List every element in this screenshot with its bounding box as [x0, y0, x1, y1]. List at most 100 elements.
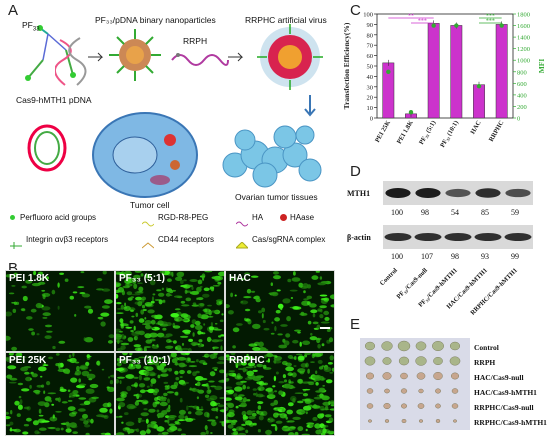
cell-spot: [178, 271, 185, 276]
cell-spot: [202, 308, 211, 313]
cell-spot: [154, 397, 159, 402]
rrph-label: RRPH: [183, 36, 208, 46]
cell-spot: [42, 316, 48, 319]
tumor-group-labels: Control RRPH HAC/Cas9-null HAC/Cas9-hMTH1 RR…: [474, 340, 550, 430]
blot-band: [474, 233, 502, 241]
cell-spot: [167, 415, 177, 418]
blot-band: [384, 233, 412, 241]
cell-spot: [126, 428, 135, 434]
cell-spot: [186, 405, 189, 411]
cell-spot: [125, 283, 133, 287]
cell-spot: [315, 429, 322, 435]
cell-spot: [197, 279, 203, 285]
y-tick-label: 90: [367, 22, 374, 29]
arrow-icon: [304, 95, 316, 117]
cell-spot: [196, 286, 202, 293]
cell-spot: [84, 305, 92, 309]
cell-spot: [210, 432, 213, 434]
cell-spot: [100, 432, 107, 435]
cell-spot: [83, 400, 91, 405]
cell-spot: [44, 335, 52, 339]
cell-spot: [84, 424, 91, 428]
cell-spot: [251, 290, 256, 293]
cell-spot: [289, 289, 298, 292]
cell-spot: [104, 299, 113, 304]
cell-spot: [208, 380, 215, 383]
bar: [473, 84, 485, 119]
cell-spot: [107, 340, 113, 344]
cell-spot: [274, 425, 278, 432]
cell-spot: [163, 392, 168, 397]
cell-spot: [293, 365, 297, 367]
cell-spot: [144, 320, 152, 325]
cell-spot: [216, 402, 221, 405]
cell-spot: [70, 377, 78, 383]
cell-spot: [270, 282, 273, 286]
cell-spot: [143, 347, 147, 351]
cell-spot: [78, 383, 87, 386]
cell-spot: [126, 403, 136, 410]
cell-spot: [16, 413, 21, 417]
cell-spot: [91, 396, 99, 399]
cell-spot: [185, 297, 192, 302]
cell-spot: [214, 385, 223, 391]
cell-spot: [69, 357, 77, 364]
cell-spot: [177, 419, 186, 422]
cell-spot: [186, 290, 192, 293]
cell-spot: [226, 354, 230, 358]
cell-spot: [275, 309, 281, 314]
cell-spot: [166, 278, 172, 282]
y2-tick-label: 1400: [517, 35, 530, 42]
cell-spot: [257, 429, 261, 433]
cell-spot: [166, 339, 172, 343]
cell-spot: [244, 317, 247, 321]
blot-band: [445, 188, 471, 198]
cell-spot: [117, 287, 124, 293]
cell-spot: [285, 366, 294, 372]
tumor-sample: [384, 419, 390, 423]
cell-spot: [185, 417, 194, 422]
micrograph: PEI 25K: [5, 352, 115, 436]
cell-spot: [89, 369, 92, 372]
cell-spot: [312, 375, 320, 379]
cell-spot: [172, 325, 181, 329]
cell-spot: [261, 307, 266, 313]
cell-spot: [226, 378, 230, 381]
cell-spot: [57, 282, 60, 288]
cell-spot: [219, 301, 223, 305]
rrph-wave-graphic: [171, 53, 229, 66]
cell-spot: [307, 381, 315, 384]
cell-spot: [159, 401, 168, 407]
cell-spot: [187, 357, 191, 362]
cell-spot: [168, 423, 176, 427]
cell-spot: [285, 362, 292, 367]
cell-spot: [263, 327, 270, 331]
cell-spot: [156, 365, 164, 371]
micrograph: PF₃₃ (5:1): [115, 270, 225, 352]
cell-spot: [202, 362, 208, 365]
cell-spot: [214, 322, 218, 325]
cell-spot: [133, 376, 139, 379]
cell-spot: [251, 410, 256, 413]
cell-spot: [289, 426, 296, 429]
cell-spot: [304, 399, 312, 404]
cell-spot: [200, 314, 209, 320]
panel-d-western-blot: MTH1 β-actin 100 98 54 85 59 100 107 98 93 99 Co…: [345, 175, 550, 317]
cell-spot: [104, 432, 111, 435]
mfi-point: [408, 110, 414, 115]
cell-spot: [133, 283, 138, 289]
cell-spot: [119, 331, 123, 333]
cell-spot: [116, 432, 125, 435]
cell-spot: [46, 276, 49, 280]
cell-spot: [178, 409, 186, 415]
cell-spot: [188, 365, 198, 368]
cell-spot: [247, 362, 256, 367]
cell-spot: [291, 372, 297, 378]
cell-spot: [270, 332, 275, 335]
cell-spot: [251, 412, 257, 417]
cell-spot: [209, 286, 215, 290]
cell-spot: [265, 429, 272, 435]
cell-spot: [236, 323, 243, 326]
cell-spot: [278, 381, 285, 384]
cell-spot: [138, 356, 147, 359]
